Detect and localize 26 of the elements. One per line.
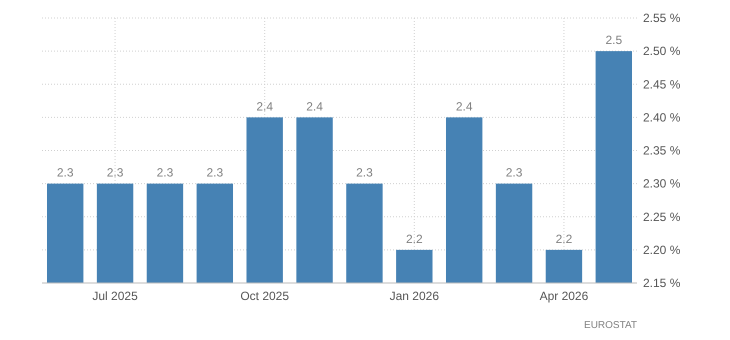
y-tick-label: 2.50 % [643,44,681,58]
x-tick-label: Jul 2025 [92,289,138,303]
data-label: 2.3 [156,166,174,180]
data-label: 2.3 [56,166,74,180]
y-tick-label: 2.55 % [643,11,681,25]
data-label: 2.4 [256,99,274,114]
data-label: 2.2 [406,232,423,246]
data-label: 2.4 [456,99,473,114]
text: EUROSTAT [584,320,637,331]
y-tick-label: 2.40 % [643,110,681,124]
y-tick-label: 2.25 % [643,210,681,224]
data-label: 2.3 [356,166,374,180]
y-tick-label: 2.45 % [643,77,681,92]
y-tick-label: 2.20 % [643,242,681,257]
data-label: 2.4 [306,99,324,114]
y-tick-label: 2.30 % [643,176,681,191]
x-tick-label: Jan 2026 [390,289,440,303]
x-tick-label: Apr 2026 [540,289,589,303]
data-label: 2.3 [106,166,124,180]
y-tick-label: 2.35 % [643,144,681,158]
data-label: 2.3 [206,166,224,180]
y-tick-label: 2.15 % [643,276,681,290]
data-label: 2.3 [506,166,523,180]
data-label: 2.5 [605,33,622,48]
data-label: 2.2 [556,232,573,246]
x-tick-label: Oct 2025 [240,289,290,303]
